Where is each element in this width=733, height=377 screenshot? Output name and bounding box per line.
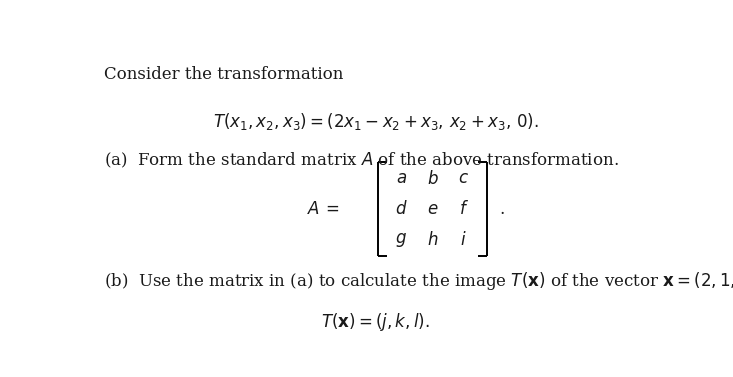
- Text: $c$: $c$: [458, 170, 469, 187]
- Text: $d$: $d$: [395, 200, 408, 218]
- Text: $e$: $e$: [427, 201, 438, 218]
- Text: $a$: $a$: [396, 170, 407, 187]
- Text: $A\, =$: $A\, =$: [308, 201, 340, 218]
- Text: $h$: $h$: [427, 231, 438, 249]
- Text: Consider the transformation: Consider the transformation: [104, 66, 344, 83]
- Text: $i$: $i$: [460, 231, 467, 249]
- Text: $b$: $b$: [427, 170, 438, 188]
- Text: (b)  Use the matrix in (a) to calculate the image $T(\mathbf{x})$ of the vector : (b) Use the matrix in (a) to calculate t…: [104, 270, 733, 292]
- Text: $g$: $g$: [395, 231, 407, 249]
- Text: .: .: [500, 201, 505, 218]
- Text: $T(\mathbf{x}) = (j, k, l).$: $T(\mathbf{x}) = (j, k, l).$: [321, 311, 430, 333]
- Text: (a)  Form the standard matrix $A$ of the above transformation.: (a) Form the standard matrix $A$ of the …: [104, 151, 619, 170]
- Text: $T(x_1, x_2, x_3) = (2x_1 - x_2 + x_3,\, x_2 + x_3,\, 0).$: $T(x_1, x_2, x_3) = (2x_1 - x_2 + x_3,\,…: [213, 110, 539, 132]
- Text: $f$: $f$: [459, 200, 468, 218]
